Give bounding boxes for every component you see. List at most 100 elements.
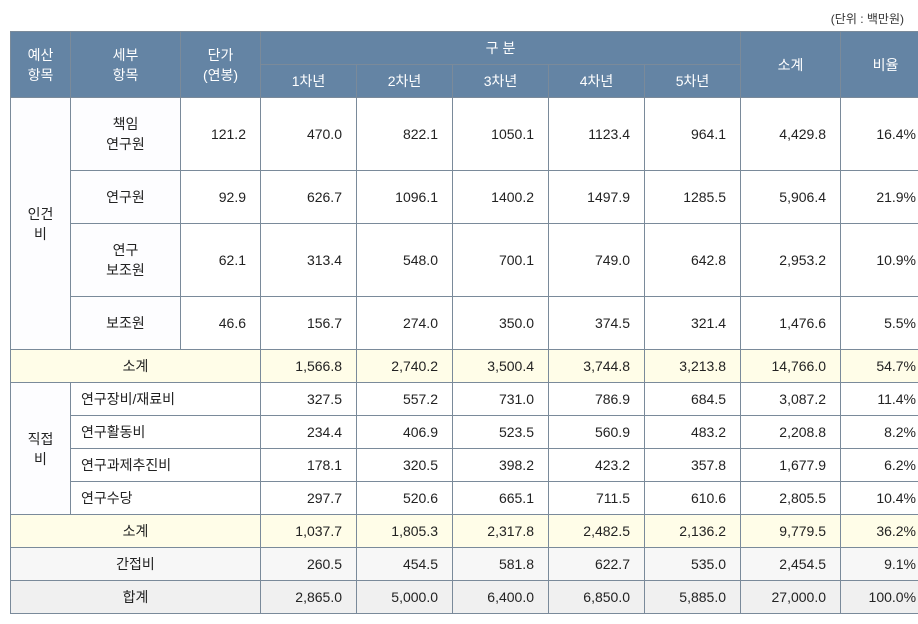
cell-y3: 731.0: [453, 383, 549, 416]
cell-y5: 610.6: [645, 482, 741, 515]
subtotal-sub: 9,779.5: [741, 515, 841, 548]
cell-y2: 557.2: [357, 383, 453, 416]
cell-y1: 156.7: [261, 297, 357, 350]
cell-y5: 357.8: [645, 449, 741, 482]
cell-price: 121.2: [181, 98, 261, 171]
cell-sub: 2,805.5: [741, 482, 841, 515]
indirect-y3: 581.8: [453, 548, 549, 581]
cell-y5: 321.4: [645, 297, 741, 350]
cell-price: 46.6: [181, 297, 261, 350]
grand-y1: 2,865.0: [261, 581, 357, 614]
cell-price: 62.1: [181, 224, 261, 297]
indirect-y2: 454.5: [357, 548, 453, 581]
cell-y3: 1400.2: [453, 171, 549, 224]
cell-sub: 3,087.2: [741, 383, 841, 416]
grand-pct: 100.0%: [841, 581, 918, 614]
cell-sub: 4,429.8: [741, 98, 841, 171]
cell-y5: 684.5: [645, 383, 741, 416]
subtotal-y5: 3,213.8: [645, 350, 741, 383]
th-unit-price: 단가(연봉): [181, 32, 261, 98]
cell-y1: 234.4: [261, 416, 357, 449]
cell-y2: 822.1: [357, 98, 453, 171]
cell-y4: 374.5: [549, 297, 645, 350]
cell-y3: 665.1: [453, 482, 549, 515]
subtotal-y2: 1,805.3: [357, 515, 453, 548]
cell-pct: 11.4%: [841, 383, 918, 416]
grand-label: 합계: [11, 581, 261, 614]
cell-y3: 1050.1: [453, 98, 549, 171]
cell-sub: 5,906.4: [741, 171, 841, 224]
cell-y3: 700.1: [453, 224, 549, 297]
grand-y5: 5,885.0: [645, 581, 741, 614]
cell-y4: 560.9: [549, 416, 645, 449]
subtotal-y1: 1,566.8: [261, 350, 357, 383]
row-label: 연구수당: [71, 482, 261, 515]
cell-y5: 964.1: [645, 98, 741, 171]
cell-y2: 548.0: [357, 224, 453, 297]
indirect-y1: 260.5: [261, 548, 357, 581]
unit-label: (단위 : 백만원): [10, 10, 908, 27]
cell-y2: 520.6: [357, 482, 453, 515]
th-year2: 2차년: [357, 65, 453, 98]
cell-sub: 2,208.8: [741, 416, 841, 449]
cell-y4: 749.0: [549, 224, 645, 297]
th-year4: 4차년: [549, 65, 645, 98]
row-label: 보조원: [71, 297, 181, 350]
cell-y1: 327.5: [261, 383, 357, 416]
row-label: 책임연구원: [71, 98, 181, 171]
th-detail-item: 세부항목: [71, 32, 181, 98]
subtotal-y5: 2,136.2: [645, 515, 741, 548]
th-category: 구 분: [261, 32, 741, 65]
row-label: 연구원: [71, 171, 181, 224]
cell-pct: 21.9%: [841, 171, 918, 224]
row-label: 연구활동비: [71, 416, 261, 449]
budget-table: 예산항목 세부항목 단가(연봉) 구 분 소계 비율 1차년 2차년 3차년 4…: [10, 31, 918, 614]
grand-y3: 6,400.0: [453, 581, 549, 614]
subtotal-pct: 54.7%: [841, 350, 918, 383]
cell-y4: 711.5: [549, 482, 645, 515]
cell-y5: 642.8: [645, 224, 741, 297]
row-label: 연구보조원: [71, 224, 181, 297]
indirect-sub: 2,454.5: [741, 548, 841, 581]
subtotal-y1: 1,037.7: [261, 515, 357, 548]
cell-y5: 1285.5: [645, 171, 741, 224]
th-year3: 3차년: [453, 65, 549, 98]
cell-price: 92.9: [181, 171, 261, 224]
cell-y1: 470.0: [261, 98, 357, 171]
cell-sub: 2,953.2: [741, 224, 841, 297]
cell-y4: 1123.4: [549, 98, 645, 171]
indirect-y5: 535.0: [645, 548, 741, 581]
indirect-pct: 9.1%: [841, 548, 918, 581]
subtotal-y4: 3,744.8: [549, 350, 645, 383]
indirect-y4: 622.7: [549, 548, 645, 581]
cell-y4: 1497.9: [549, 171, 645, 224]
indirect-label: 간접비: [11, 548, 261, 581]
th-year1: 1차년: [261, 65, 357, 98]
subtotal-sub: 14,766.0: [741, 350, 841, 383]
th-budget-item: 예산항목: [11, 32, 71, 98]
subtotal-y2: 2,740.2: [357, 350, 453, 383]
subtotal-label: 소계: [11, 350, 261, 383]
cell-pct: 10.4%: [841, 482, 918, 515]
cell-pct: 16.4%: [841, 98, 918, 171]
cell-y1: 178.1: [261, 449, 357, 482]
subtotal-pct: 36.2%: [841, 515, 918, 548]
row-label: 연구장비/재료비: [71, 383, 261, 416]
subtotal-y3: 3,500.4: [453, 350, 549, 383]
cell-pct: 8.2%: [841, 416, 918, 449]
th-year5: 5차년: [645, 65, 741, 98]
cell-pct: 5.5%: [841, 297, 918, 350]
cell-y1: 626.7: [261, 171, 357, 224]
cell-y5: 483.2: [645, 416, 741, 449]
cell-y2: 274.0: [357, 297, 453, 350]
cell-y1: 313.4: [261, 224, 357, 297]
cell-y4: 423.2: [549, 449, 645, 482]
cell-y3: 398.2: [453, 449, 549, 482]
cell-y3: 350.0: [453, 297, 549, 350]
cell-y2: 320.5: [357, 449, 453, 482]
th-ratio: 비율: [841, 32, 918, 98]
row-label: 연구과제추진비: [71, 449, 261, 482]
cell-sub: 1,476.6: [741, 297, 841, 350]
subtotal-y4: 2,482.5: [549, 515, 645, 548]
cell-y3: 523.5: [453, 416, 549, 449]
